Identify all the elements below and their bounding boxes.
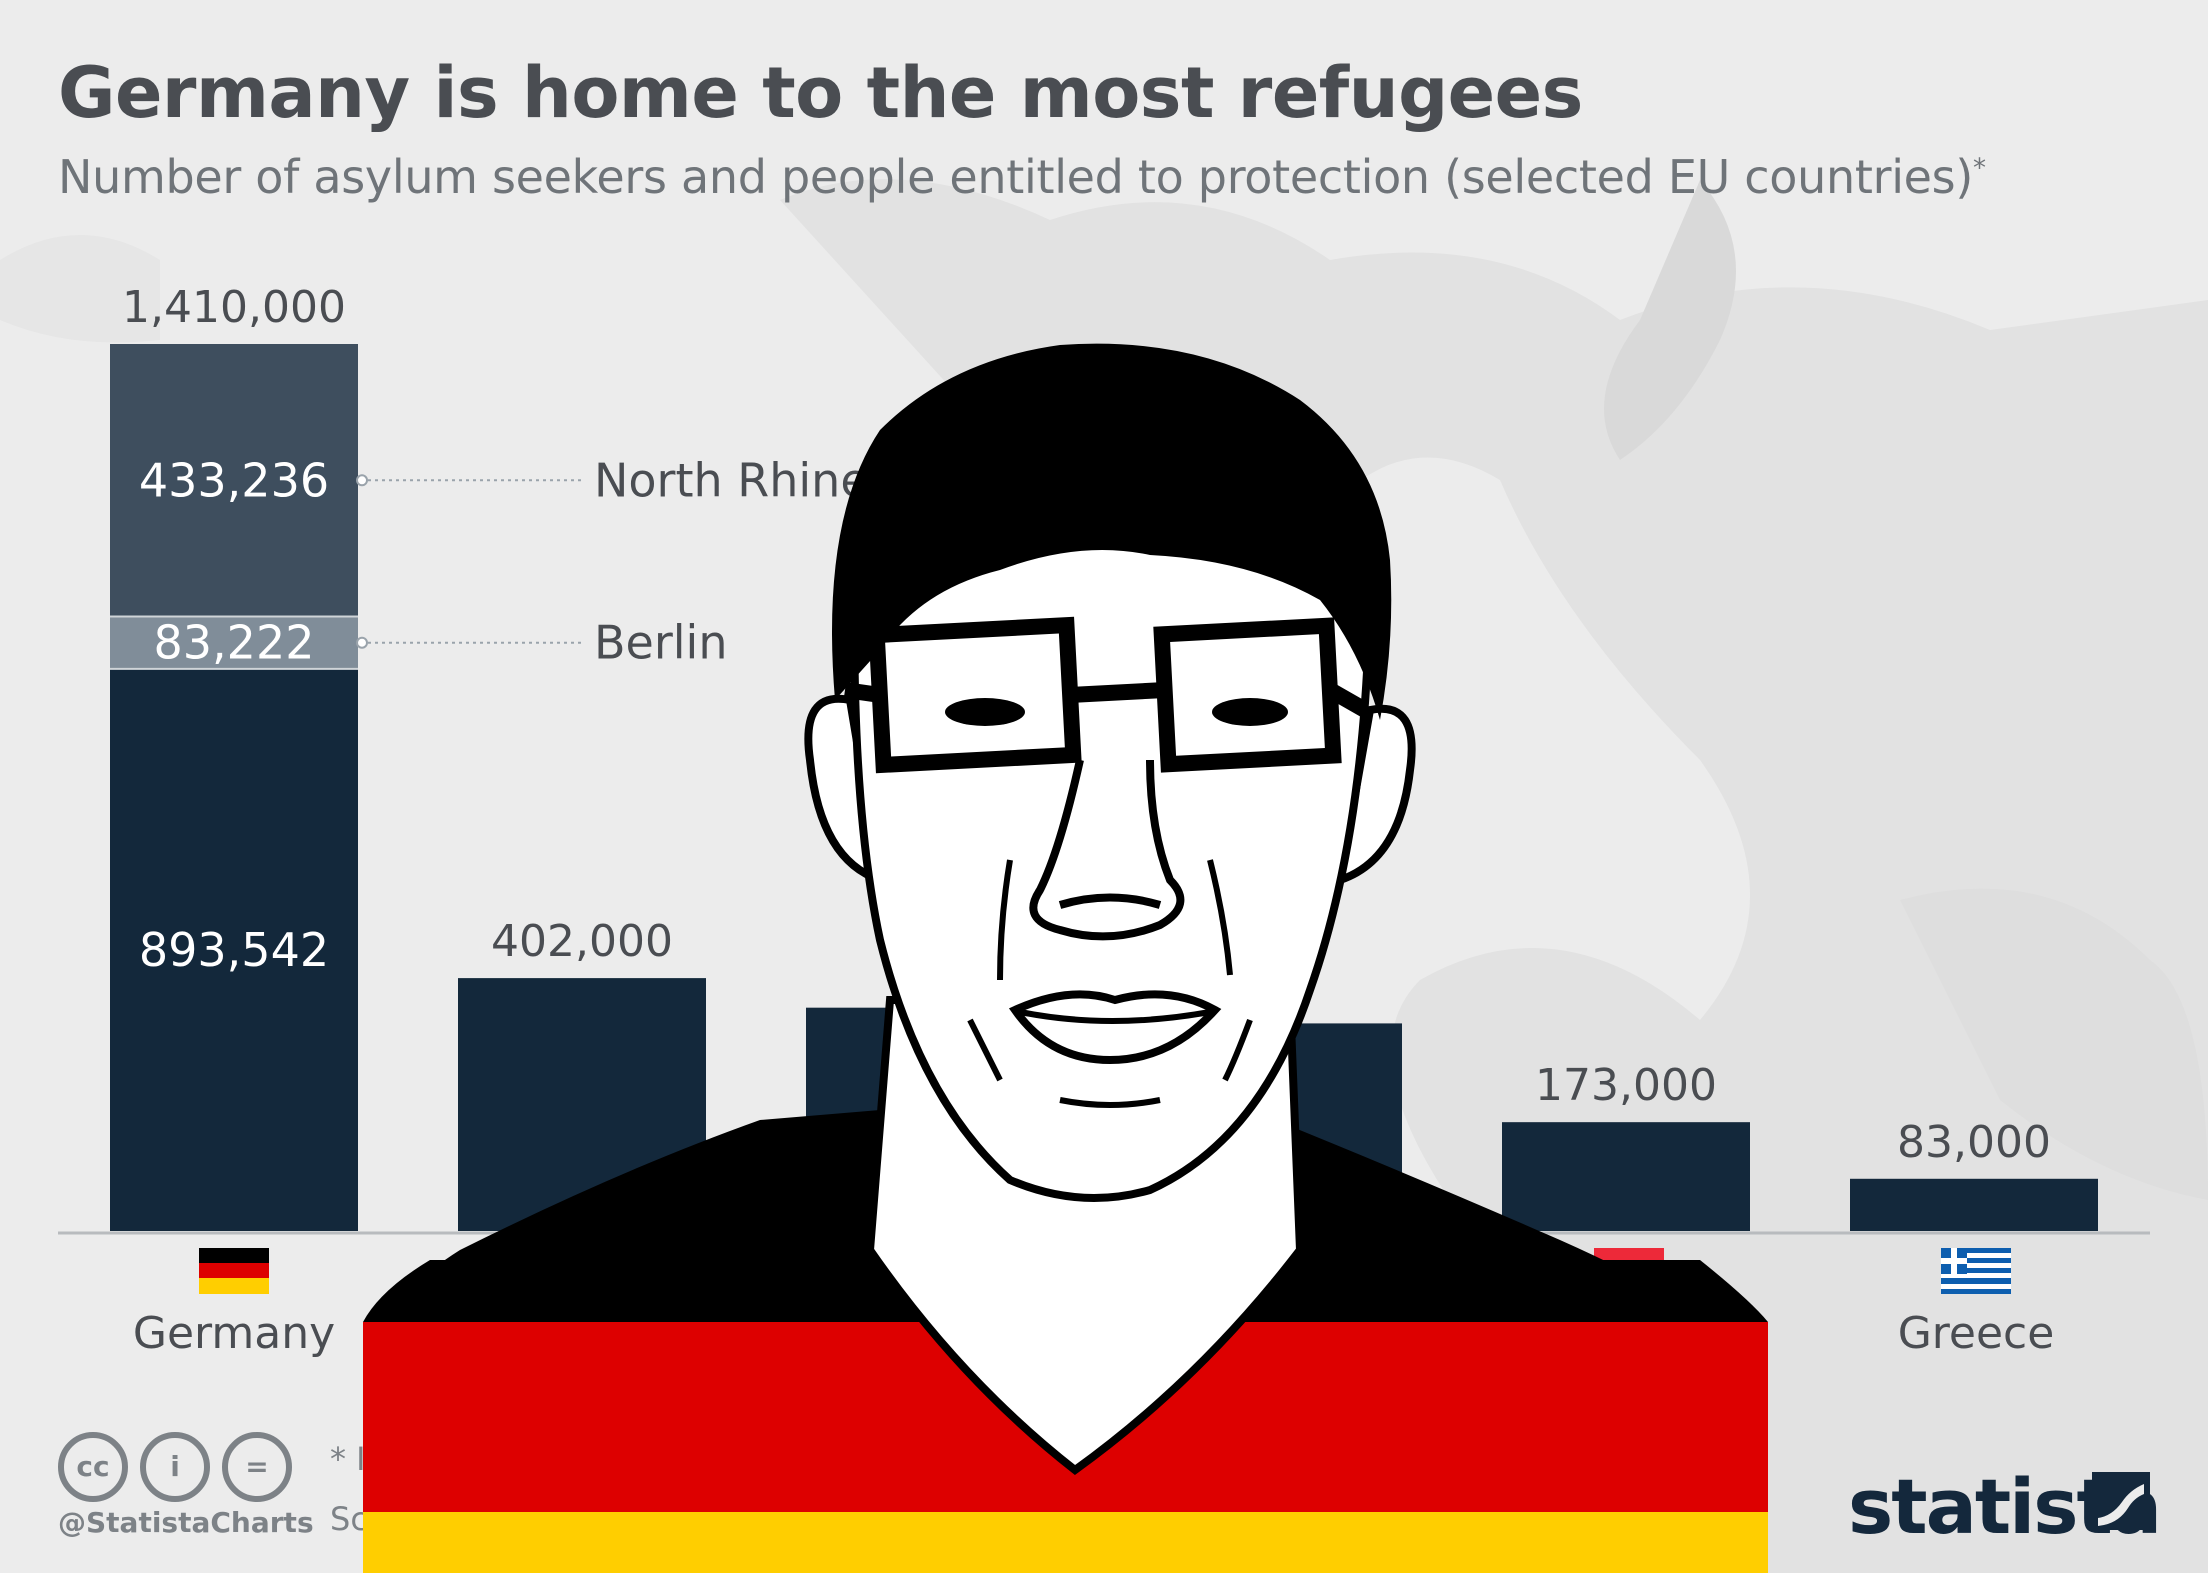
attribution-icon: i <box>140 1432 210 1502</box>
category-label-germany: Germany <box>132 1308 336 1359</box>
glasses <box>843 616 1369 774</box>
annotation-dot-2 <box>356 474 368 487</box>
no-derivatives-icon: = <box>222 1432 292 1502</box>
bar-value-label-1: 402,000 <box>491 916 673 967</box>
germany-segment-label-2: 433,236 <box>139 453 329 507</box>
right-ear <box>1334 704 1416 886</box>
germany-segment-label-1: 83,222 <box>154 616 315 670</box>
chart-subtitle: Number of asylum seekers and people enti… <box>58 150 1986 204</box>
subtitle-text: Number of asylum seekers and people enti… <box>58 150 1973 204</box>
germany-segment-label-0: 893,542 <box>139 923 329 977</box>
hair <box>832 343 1392 720</box>
nose <box>1029 759 1185 941</box>
creative-commons-badges: cc i = <box>58 1432 304 1502</box>
annotation-label-1: Berlin <box>594 616 728 670</box>
statista-logo-mark-icon <box>2092 1472 2150 1530</box>
bar-value-label-0: 1,410,000 <box>122 282 346 333</box>
bar-value-label-5: 83,000 <box>1897 1117 2051 1168</box>
social-handle: @StatistaCharts <box>58 1506 314 1539</box>
footnote: * I <box>330 1440 366 1478</box>
bar-4 <box>1502 1122 1750 1231</box>
germany-bar-segment-0 <box>110 668 358 1231</box>
right-eye <box>1212 698 1288 726</box>
germany-bar-segment-2 <box>110 344 358 617</box>
chart-title: Germany is home to the most refugees <box>58 52 1583 134</box>
source-text: Sc <box>330 1500 368 1538</box>
cc-icon: cc <box>58 1432 128 1502</box>
bar-value-label-4: 173,000 <box>1535 1060 1717 1111</box>
annotation-dot-1 <box>356 636 368 649</box>
category-label-greece: Greece <box>1897 1308 2055 1359</box>
left-eye <box>945 698 1025 726</box>
bar-5 <box>1850 1178 2098 1231</box>
germany-flag-icon <box>199 1248 269 1294</box>
subtitle-footnote-mark: * <box>1973 153 1986 184</box>
greece-flag-icon <box>1941 1248 2011 1294</box>
mouth <box>1008 990 1222 1065</box>
germany-bar-segment-1 <box>110 616 358 669</box>
